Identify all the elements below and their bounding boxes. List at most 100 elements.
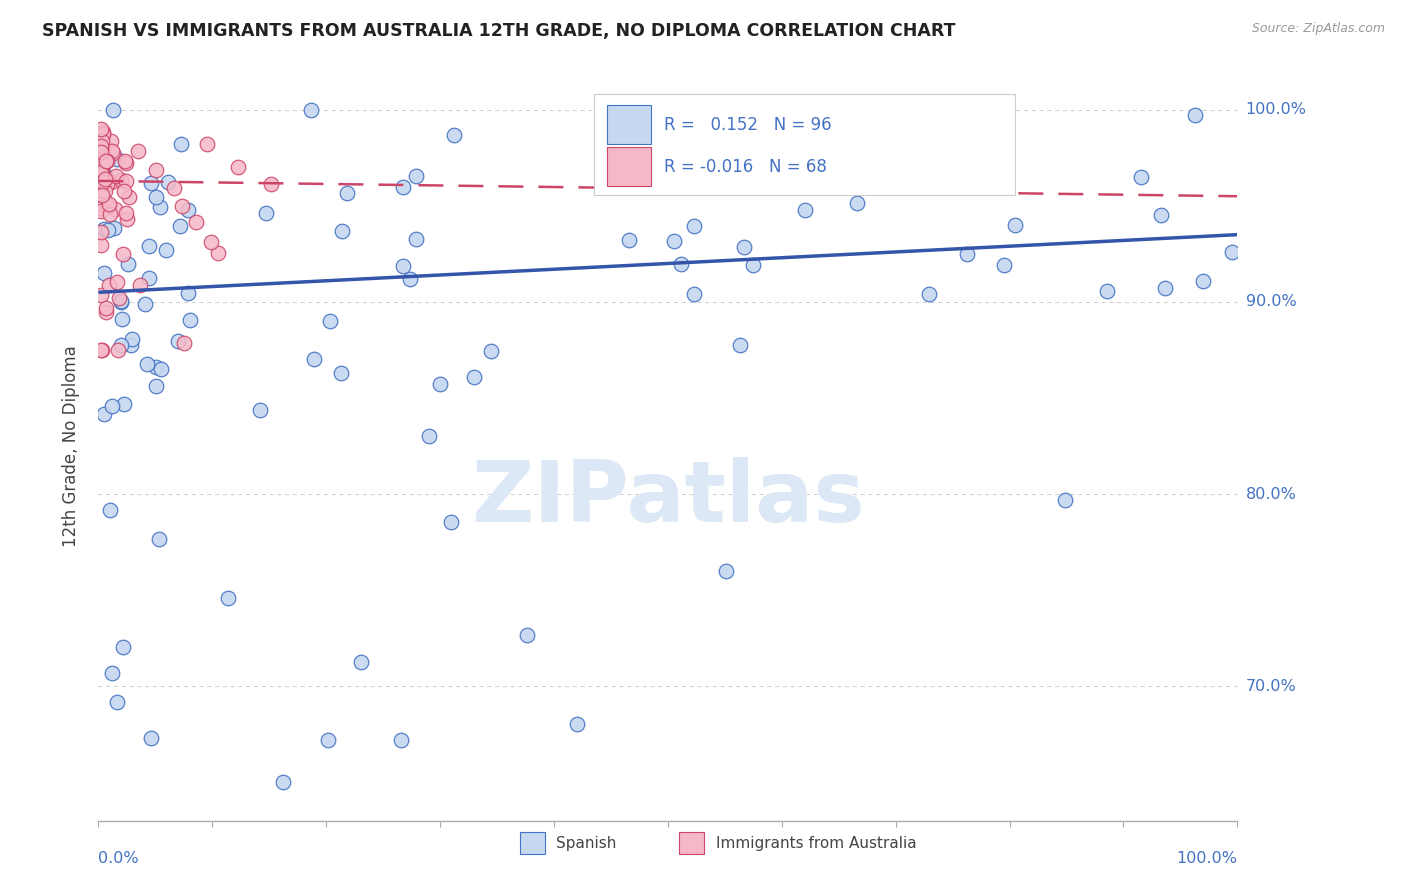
Point <box>418 429 440 443</box>
FancyBboxPatch shape <box>593 94 1015 195</box>
Point <box>643 114 665 128</box>
Point <box>127 144 149 158</box>
Point <box>1053 492 1076 507</box>
Point <box>145 360 167 375</box>
Point <box>1129 170 1152 185</box>
Point <box>195 137 218 152</box>
Point <box>389 733 412 747</box>
Point <box>516 628 538 642</box>
Point <box>105 275 128 289</box>
Point <box>96 177 118 191</box>
Point <box>1192 274 1215 288</box>
Point <box>392 179 415 194</box>
Point <box>759 180 782 194</box>
Point <box>463 370 485 384</box>
Point <box>112 397 135 411</box>
Point <box>90 143 112 157</box>
Point <box>1095 284 1118 298</box>
Point <box>139 731 162 745</box>
Y-axis label: 12th Grade, No Diploma: 12th Grade, No Diploma <box>62 345 80 547</box>
Point <box>794 202 817 217</box>
Point <box>91 125 114 139</box>
Point <box>332 224 354 238</box>
Point <box>111 247 134 261</box>
Point <box>405 169 427 184</box>
Text: 70.0%: 70.0% <box>1246 679 1296 694</box>
Point <box>107 343 129 357</box>
Point <box>101 399 124 413</box>
Point <box>117 257 139 271</box>
Point <box>96 153 118 168</box>
Point <box>271 774 294 789</box>
Point <box>100 666 122 681</box>
Point <box>90 343 112 357</box>
Point <box>120 338 142 352</box>
Point <box>299 103 322 117</box>
Point <box>108 291 131 305</box>
Point <box>91 128 114 142</box>
Point <box>184 215 207 229</box>
Point <box>115 205 138 219</box>
Text: SPANISH VS IMMIGRANTS FROM AUSTRALIA 12TH GRADE, NO DIPLOMA CORRELATION CHART: SPANISH VS IMMIGRANTS FROM AUSTRALIA 12T… <box>42 22 956 40</box>
Point <box>671 257 693 271</box>
Point <box>392 259 415 273</box>
Point <box>110 173 132 187</box>
Point <box>200 235 222 249</box>
Point <box>93 408 115 422</box>
Point <box>98 503 121 517</box>
Point <box>1153 281 1175 295</box>
Point <box>177 286 200 301</box>
Point <box>900 136 922 150</box>
Point <box>259 177 281 191</box>
Text: 100.0%: 100.0% <box>1246 103 1306 117</box>
Point <box>105 152 128 166</box>
Point <box>97 223 120 237</box>
Point <box>956 247 979 261</box>
Point <box>149 362 172 376</box>
Point <box>177 203 200 218</box>
Point <box>90 201 112 215</box>
Point <box>110 293 132 308</box>
Text: 100.0%: 100.0% <box>1177 851 1237 866</box>
Point <box>97 173 120 187</box>
Text: Immigrants from Australia: Immigrants from Australia <box>716 836 917 851</box>
Point <box>91 188 114 202</box>
Point <box>90 176 112 190</box>
Text: R =   0.152   N = 96: R = 0.152 N = 96 <box>665 116 832 134</box>
Point <box>118 190 141 204</box>
Point <box>94 305 117 319</box>
Point <box>93 185 115 199</box>
Text: ZIPatlas: ZIPatlas <box>471 457 865 540</box>
Point <box>683 219 706 233</box>
Point <box>1150 208 1173 222</box>
Point <box>993 258 1015 272</box>
Point <box>683 287 706 301</box>
Point <box>101 146 124 161</box>
Point <box>110 338 132 352</box>
Point <box>700 161 723 176</box>
Point <box>302 351 325 366</box>
Point <box>319 313 342 327</box>
Point <box>90 161 112 175</box>
Point <box>115 156 138 170</box>
Text: 90.0%: 90.0% <box>1246 294 1296 310</box>
Point <box>90 225 112 239</box>
Point <box>169 219 191 233</box>
Point <box>145 190 167 204</box>
Point <box>138 270 160 285</box>
Point <box>98 277 121 292</box>
Point <box>617 233 640 247</box>
FancyBboxPatch shape <box>607 105 651 144</box>
Point <box>163 181 186 195</box>
Text: R = -0.016   N = 68: R = -0.016 N = 68 <box>665 158 827 176</box>
Text: Source: ZipAtlas.com: Source: ZipAtlas.com <box>1251 22 1385 36</box>
Point <box>155 243 177 257</box>
Point <box>91 134 114 148</box>
Point <box>350 655 373 669</box>
Point <box>134 297 156 311</box>
Point <box>565 716 588 731</box>
Point <box>90 166 112 180</box>
Point <box>845 195 868 210</box>
Point <box>90 144 112 158</box>
Point <box>93 222 115 236</box>
